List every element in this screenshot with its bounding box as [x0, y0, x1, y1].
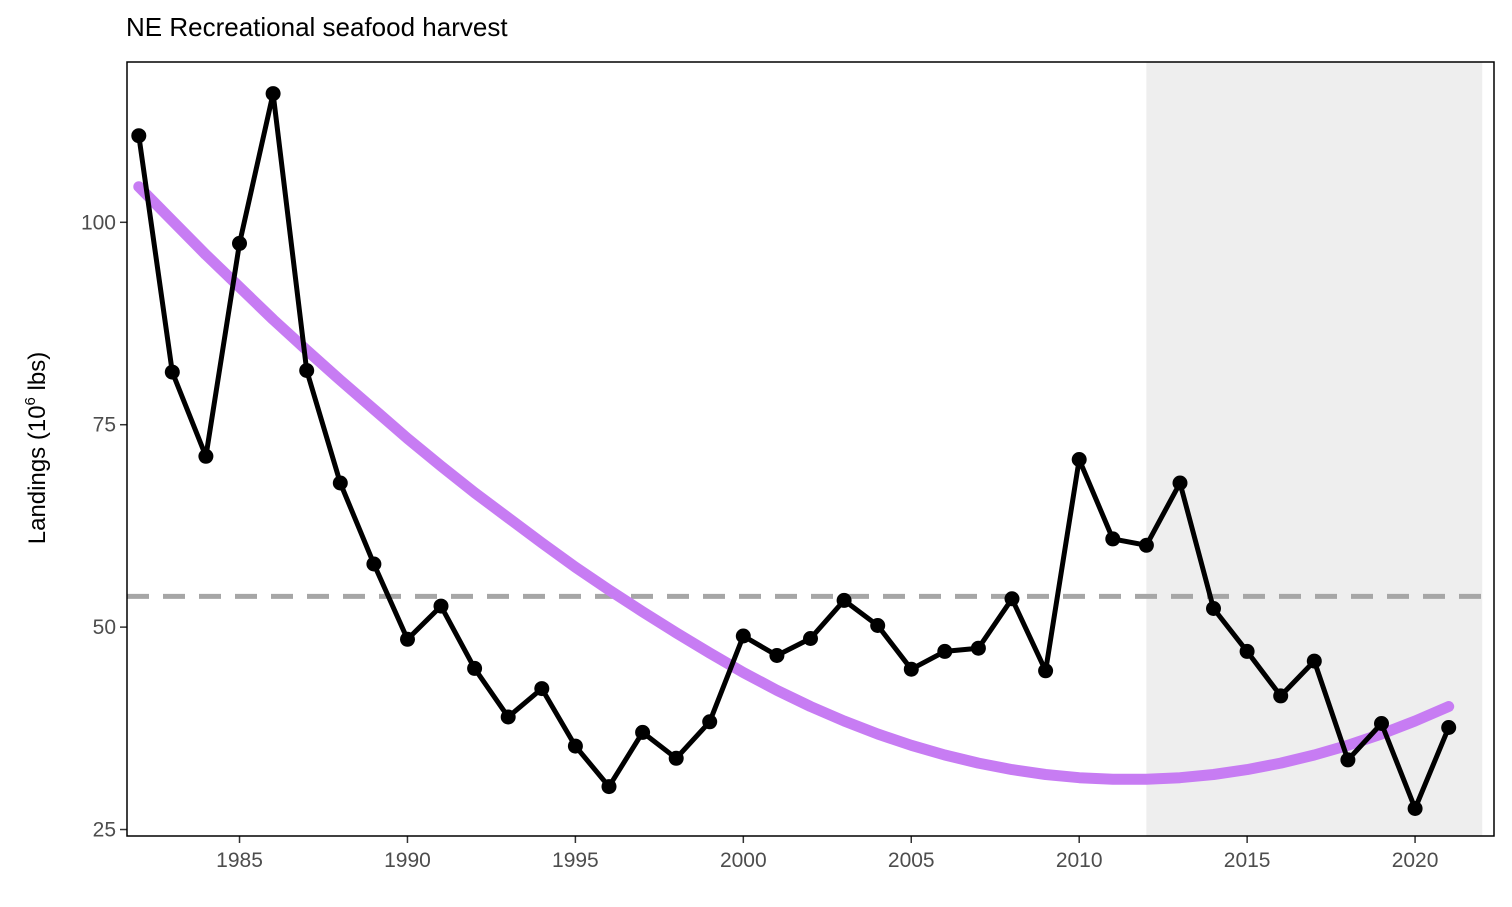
- axis-ticks: 1985 1990 1995 2000 2005 2010 2015 2020 25 50 75 10…: [81, 211, 1438, 872]
- x-tick-label: 2000: [720, 849, 767, 872]
- x-tick-label: 2010: [1056, 849, 1103, 872]
- data-point: [1004, 591, 1020, 607]
- data-point: [1306, 653, 1322, 669]
- data-point: [1239, 643, 1255, 659]
- trend-line: [133, 181, 1455, 785]
- chart-title: NE Recreational seafood harvest: [126, 12, 508, 42]
- y-tick-label: 50: [93, 616, 116, 639]
- data-point: [400, 631, 415, 647]
- data-point: [836, 592, 852, 608]
- data-point: [567, 738, 583, 754]
- data-point: [131, 128, 147, 144]
- data-point: [433, 598, 449, 614]
- data-point: [366, 556, 382, 572]
- data-point: [1374, 716, 1389, 731]
- data-point: [1273, 688, 1289, 704]
- y-tick-label: 75: [93, 414, 116, 437]
- data-point: [601, 779, 617, 795]
- y-tick-label: 25: [93, 819, 116, 842]
- series-line: [136, 91, 1452, 811]
- y-tick-label: 100: [81, 211, 116, 234]
- data-point: [769, 648, 785, 663]
- data-point: [1038, 663, 1054, 679]
- x-tick-label: 2020: [1392, 849, 1439, 872]
- data-point: [635, 724, 651, 740]
- data-point: [870, 618, 886, 633]
- data-point: [970, 640, 986, 656]
- series-points: [131, 86, 1457, 816]
- y-axis-title: Landings (106 lbs): [22, 352, 51, 544]
- data-point: [1172, 475, 1188, 491]
- data-point: [735, 628, 751, 644]
- data-point: [1441, 720, 1457, 735]
- y-axis-title-superscript: 6: [22, 397, 39, 405]
- x-tick-label: 1995: [552, 849, 599, 872]
- data-point: [1071, 452, 1087, 467]
- data-point: [332, 475, 348, 491]
- data-point: [1206, 601, 1221, 616]
- data-point: [903, 661, 919, 677]
- y-axis-title-main: Landings (10: [24, 405, 51, 544]
- data-point: [500, 709, 516, 725]
- shaded-region: [1146, 62, 1483, 836]
- plot-border: [126, 61, 1495, 837]
- data-point: [467, 660, 483, 676]
- data-point: [803, 631, 818, 646]
- data-point: [1105, 531, 1121, 547]
- data-point: [1340, 752, 1356, 768]
- x-tick-label: 1985: [216, 849, 263, 872]
- data-point: [668, 750, 684, 766]
- x-tick-label: 2005: [888, 849, 935, 872]
- data-point: [702, 714, 718, 730]
- x-tick-label: 1990: [384, 849, 431, 872]
- data-point: [164, 364, 180, 380]
- data-point: [1138, 537, 1154, 553]
- y-axis-title-suffix: lbs): [24, 352, 51, 397]
- data-point: [232, 235, 247, 251]
- data-point: [198, 448, 214, 464]
- data-point: [534, 681, 550, 697]
- data-point: [1407, 801, 1423, 816]
- x-tick-label: 2015: [1224, 849, 1271, 872]
- data-point: [299, 363, 315, 378]
- data-point: [265, 86, 281, 102]
- data-point: [937, 643, 953, 659]
